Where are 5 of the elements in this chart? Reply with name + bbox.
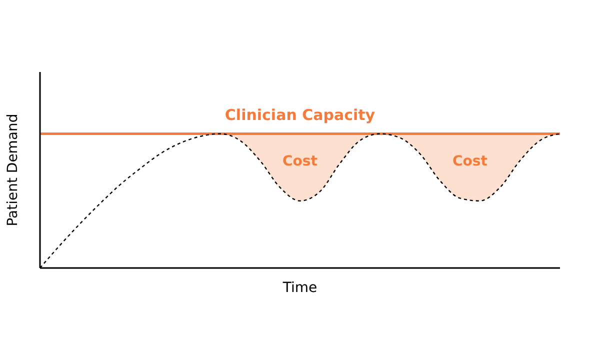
annotation: Cost xyxy=(452,154,488,170)
x-axis-title: Time xyxy=(282,280,318,296)
annotation: Cost xyxy=(282,154,318,170)
y-axis-title: Patient Demand xyxy=(4,114,21,226)
ref-line-label: Clinician Capacity xyxy=(224,106,376,124)
